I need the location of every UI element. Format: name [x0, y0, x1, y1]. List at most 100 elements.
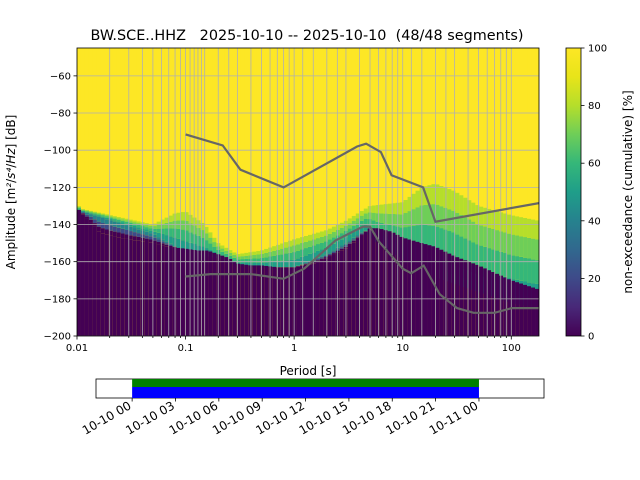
psd-plot: 0.01 0.1 1 10 100 −60 −80 −100 −120 −140 −160 −180… [4, 47, 540, 378]
y-tick-label: −180 [44, 294, 71, 305]
psd-column [140, 48, 146, 336]
psd-column [192, 48, 198, 336]
psd-column [415, 48, 421, 336]
y-tick-label: −80 [50, 109, 71, 120]
psd-column [519, 48, 524, 336]
psd-column [144, 48, 150, 336]
psd-column [284, 48, 289, 336]
psd-column [315, 48, 321, 336]
psd-column [523, 48, 528, 336]
psd-column [240, 48, 245, 336]
timeline-tick-label: 10-10 00 [80, 398, 134, 437]
psd-column [128, 48, 134, 336]
timeline-tick-label: 10-10 06 [167, 398, 221, 437]
psd-column [96, 48, 102, 336]
psd-column [495, 48, 500, 336]
psd-column [120, 48, 126, 336]
psd-column [447, 48, 452, 336]
psd-column [475, 48, 480, 336]
x-tick-label: 1 [291, 343, 297, 354]
psd-column [531, 48, 536, 336]
psd-column [232, 48, 237, 336]
colorbar-tick-label: 80 [588, 101, 601, 112]
psd-column [204, 48, 210, 336]
plot-frame [76, 47, 540, 337]
timeline-tick-label: 10-10 21 [383, 398, 437, 437]
psd-column [108, 48, 114, 336]
y-axis-ticks: −60 −80 −100 −120 −140 −160 −180 −200 [44, 71, 77, 343]
psd-column [371, 48, 377, 336]
psd-column [184, 48, 190, 336]
psd-column [387, 48, 393, 336]
timeline-tick-label: 10-10 15 [297, 398, 351, 437]
colorbar-tick-label: 40 [588, 216, 601, 227]
psd-column [463, 48, 468, 336]
psd-column [503, 48, 508, 336]
y-axis-label: Amplitude [m²/s⁴/Hz] [dB] [4, 115, 18, 270]
timeline-tick-label: 10-11 00 [427, 398, 481, 437]
psd-column [359, 48, 365, 336]
psd-column [80, 48, 86, 336]
psd-column [304, 48, 309, 336]
psd-column [272, 48, 277, 336]
y-tick-label: −140 [44, 220, 71, 231]
colorbar-tick-label: 100 [588, 44, 607, 55]
psd-column [319, 48, 325, 336]
psd-column [236, 48, 241, 336]
colorbar-ticks: 0 20 40 60 80 100 [581, 44, 607, 343]
x-tick-label: 0.1 [178, 343, 194, 354]
psd-column [168, 48, 174, 336]
psd-column [331, 48, 337, 336]
psd-column [379, 48, 385, 336]
noise-model-curves [185, 133, 539, 314]
timeline-tick-label: 10-10 03 [123, 398, 177, 437]
colorbar-tick-label: 20 [588, 274, 601, 285]
psd-column [196, 48, 202, 336]
y-tick-label: −100 [44, 146, 71, 157]
psd-column [244, 48, 249, 336]
psd-column [455, 48, 460, 336]
psd-column [407, 48, 413, 336]
psd-column [112, 48, 118, 336]
psd-column [216, 48, 221, 336]
psd-column [256, 48, 261, 336]
x-tick-label: 0.01 [66, 343, 88, 354]
psd-column [152, 48, 158, 336]
colorbar-tick-label: 0 [588, 332, 594, 343]
low-noise-model-line [185, 225, 539, 314]
data-coverage-bar [132, 387, 479, 398]
psd-column [327, 48, 333, 336]
psd-column [77, 48, 82, 336]
psd-column [268, 48, 273, 336]
colorbar-label: non-exceedance (cumulative) [%] [621, 90, 635, 293]
timeline-tick-label: 10-10 12 [253, 398, 307, 437]
high-noise-model-line [185, 133, 539, 223]
psd-column [527, 48, 532, 336]
psd-column [264, 48, 269, 336]
psd-column [391, 48, 397, 336]
psd-column [535, 48, 539, 336]
colorbar-tick-label: 60 [588, 159, 601, 170]
psd-column [451, 48, 456, 336]
psd-column [288, 48, 293, 336]
psd-column [164, 48, 170, 336]
psd-column [148, 48, 154, 336]
timeline-tick-label: 10-10 18 [340, 398, 394, 437]
psd-column [92, 48, 98, 336]
psd-column [459, 48, 464, 336]
grid-lines [77, 48, 539, 336]
x-axis-label: Period [s] [280, 364, 337, 378]
psd-column [252, 48, 257, 336]
psd-column [511, 48, 516, 336]
psd-column [88, 48, 94, 336]
psd-column [439, 48, 445, 336]
psd-column [132, 48, 138, 336]
psd-column [260, 48, 265, 336]
x-axis-ticks: 0.01 0.1 1 10 100 [66, 336, 521, 354]
psd-column [188, 48, 194, 336]
psd-column [308, 48, 313, 336]
y-tick-label: −200 [44, 332, 71, 343]
